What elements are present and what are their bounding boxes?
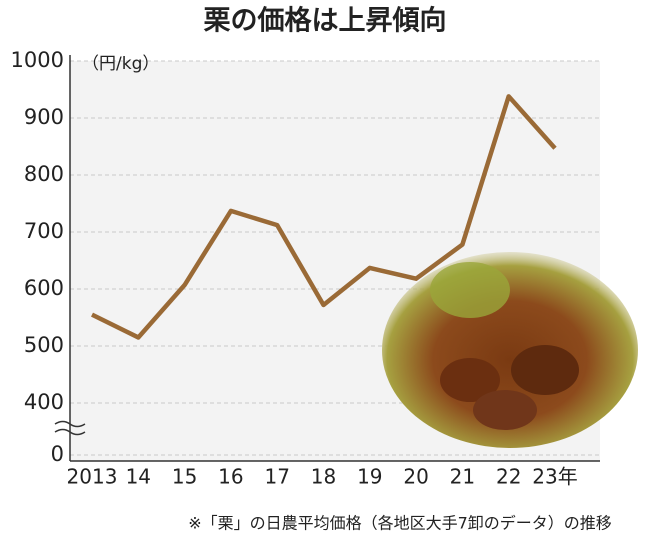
axis-break xyxy=(54,420,86,436)
x-tick-label: 15 xyxy=(172,465,197,489)
price-line xyxy=(91,94,557,340)
x-tick-label: 23年 xyxy=(532,465,577,489)
chestnut xyxy=(473,390,537,430)
x-tick-label: 19 xyxy=(357,465,382,489)
x-tick-label: 21 xyxy=(450,465,475,489)
chestnut xyxy=(511,345,579,395)
y-tick-label: 400 xyxy=(24,390,64,414)
x-tick-label: 20 xyxy=(403,465,428,489)
chestnut xyxy=(440,358,500,402)
x-tick-label: 17 xyxy=(264,465,289,489)
y-tick-label: 1000 xyxy=(11,48,64,72)
y-tick-label: 700 xyxy=(24,219,64,243)
y-axis-label: （円/kg） xyxy=(82,54,159,74)
y-tick-label: 900 xyxy=(24,105,64,129)
x-tick-label: 22 xyxy=(496,465,521,489)
footnote: ※「栗」の日農平均価格（各地区大手7卸のデータ）の推移 xyxy=(188,514,612,533)
chestnut-burr xyxy=(430,262,510,318)
x-tick-label: 14 xyxy=(126,465,151,489)
y-tick-label: 600 xyxy=(24,276,64,300)
y-tick-label: 500 xyxy=(24,333,64,357)
y-tick-label: 800 xyxy=(24,162,64,186)
y-tick-label: 0 xyxy=(51,442,64,466)
chart-title: 栗の価格は上昇傾向 xyxy=(204,5,447,37)
x-tick-label: 18 xyxy=(311,465,336,489)
x-tick-label: 2013 xyxy=(67,465,118,489)
x-tick-label: 16 xyxy=(218,465,243,489)
